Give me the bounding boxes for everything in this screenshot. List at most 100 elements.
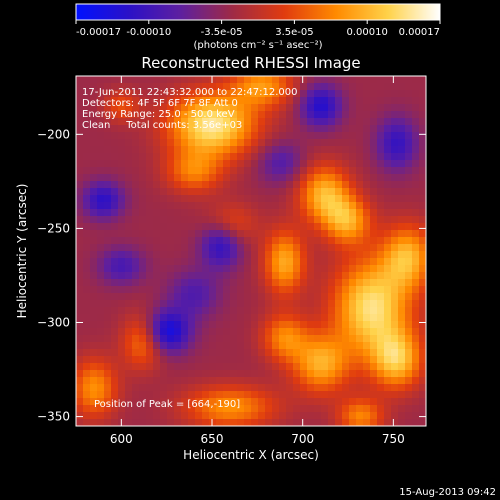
heatmap-cell <box>279 90 287 98</box>
heatmap-cell <box>335 419 343 426</box>
heatmap-cell <box>167 76 175 84</box>
heatmap-cell <box>314 398 322 406</box>
heatmap-cell <box>398 314 406 322</box>
heatmap-cell <box>265 244 273 252</box>
heatmap-cell <box>349 328 357 336</box>
heatmap-cell <box>139 272 147 280</box>
heatmap-cell <box>286 391 294 399</box>
heatmap-cell <box>202 251 210 259</box>
heatmap-cell <box>272 300 280 308</box>
heatmap-cell <box>146 300 154 308</box>
heatmap-cell <box>272 83 280 91</box>
heatmap-cell <box>153 314 161 322</box>
heatmap-cell <box>83 258 91 266</box>
heatmap-cell <box>181 328 189 336</box>
heatmap-cell <box>293 286 301 294</box>
heatmap-cell <box>265 258 273 266</box>
heatmap-cell <box>230 104 238 112</box>
heatmap-cell <box>132 314 140 322</box>
heatmap-cell <box>202 377 210 385</box>
heatmap-cell <box>97 181 105 189</box>
heatmap-cell <box>139 90 147 98</box>
heatmap-cell <box>104 405 112 413</box>
heatmap-cell <box>363 335 371 343</box>
heatmap-cell <box>307 223 315 231</box>
heatmap-cell <box>405 188 413 196</box>
heatmap-cell <box>258 314 266 322</box>
heatmap-cell <box>188 209 196 217</box>
heatmap-cell <box>223 300 231 308</box>
heatmap-cell <box>90 230 98 238</box>
heatmap-cell <box>237 139 245 147</box>
heatmap-cell <box>335 279 343 287</box>
heatmap-cell <box>419 188 426 196</box>
heatmap-cell <box>412 83 420 91</box>
heatmap-cell <box>230 293 238 301</box>
heatmap-cell <box>146 335 154 343</box>
heatmap-cell <box>391 293 399 301</box>
heatmap-cell <box>328 286 336 294</box>
heatmap-cell <box>307 419 315 426</box>
heatmap-cell <box>230 258 238 266</box>
heatmap-cell <box>244 349 252 357</box>
heatmap-cell <box>314 307 322 315</box>
heatmap-cell <box>216 251 224 259</box>
heatmap-cell <box>328 118 336 126</box>
heatmap-cell <box>125 293 133 301</box>
heatmap-cell <box>104 363 112 371</box>
heatmap-cell <box>230 223 238 231</box>
heatmap-cell <box>188 419 196 426</box>
heatmap-cell <box>132 244 140 252</box>
heatmap-cell <box>300 146 308 154</box>
heatmap-cell <box>419 167 426 175</box>
heatmap-cell <box>76 314 84 322</box>
heatmap-cell <box>272 90 280 98</box>
heatmap-cell <box>405 286 413 294</box>
heatmap-cell <box>342 335 350 343</box>
heatmap-cell <box>307 160 315 168</box>
heatmap-cell <box>202 419 210 426</box>
heatmap-cell <box>160 251 168 259</box>
heatmap-cell <box>328 398 336 406</box>
heatmap-cell <box>398 272 406 280</box>
heatmap-cell <box>202 412 210 420</box>
heatmap-cell <box>377 328 385 336</box>
peak-position-label: Position of Peak = [664,-190] <box>94 399 240 410</box>
heatmap-cell <box>335 335 343 343</box>
heatmap-cell <box>195 209 203 217</box>
heatmap-cell <box>349 356 357 364</box>
heatmap-cell <box>370 202 378 210</box>
heatmap-cell <box>265 300 273 308</box>
heatmap-cell <box>384 118 392 126</box>
heatmap-cell <box>118 293 126 301</box>
heatmap-cell <box>146 258 154 266</box>
heatmap-cell <box>125 251 133 259</box>
heatmap-cell <box>90 321 98 329</box>
heatmap-cell <box>384 335 392 343</box>
heatmap-cell <box>230 195 238 203</box>
y-axis-label: Heliocentric Y (arcsec) <box>15 184 29 319</box>
heatmap-cell <box>370 139 378 147</box>
heatmap-cell <box>363 118 371 126</box>
heatmap-cell <box>209 391 217 399</box>
heatmap-cell <box>209 83 217 91</box>
heatmap-cell <box>265 384 273 392</box>
heatmap-cell <box>202 216 210 224</box>
heatmap-cell <box>349 223 357 231</box>
heatmap-cell <box>202 384 210 392</box>
heatmap-cell <box>181 272 189 280</box>
heatmap-cell <box>300 391 308 399</box>
heatmap-cell <box>349 405 357 413</box>
heatmap-cell <box>216 146 224 154</box>
heatmap-cell <box>188 412 196 420</box>
heatmap-cell <box>230 391 238 399</box>
heatmap-cell <box>202 342 210 350</box>
heatmap-cell <box>202 265 210 273</box>
heatmap-cell <box>321 342 329 350</box>
heatmap-cell <box>258 118 266 126</box>
heatmap-cell <box>258 160 266 168</box>
heatmap-cell <box>300 300 308 308</box>
heatmap-cell <box>377 160 385 168</box>
heatmap-cell <box>160 342 168 350</box>
heatmap-cell <box>111 174 119 182</box>
